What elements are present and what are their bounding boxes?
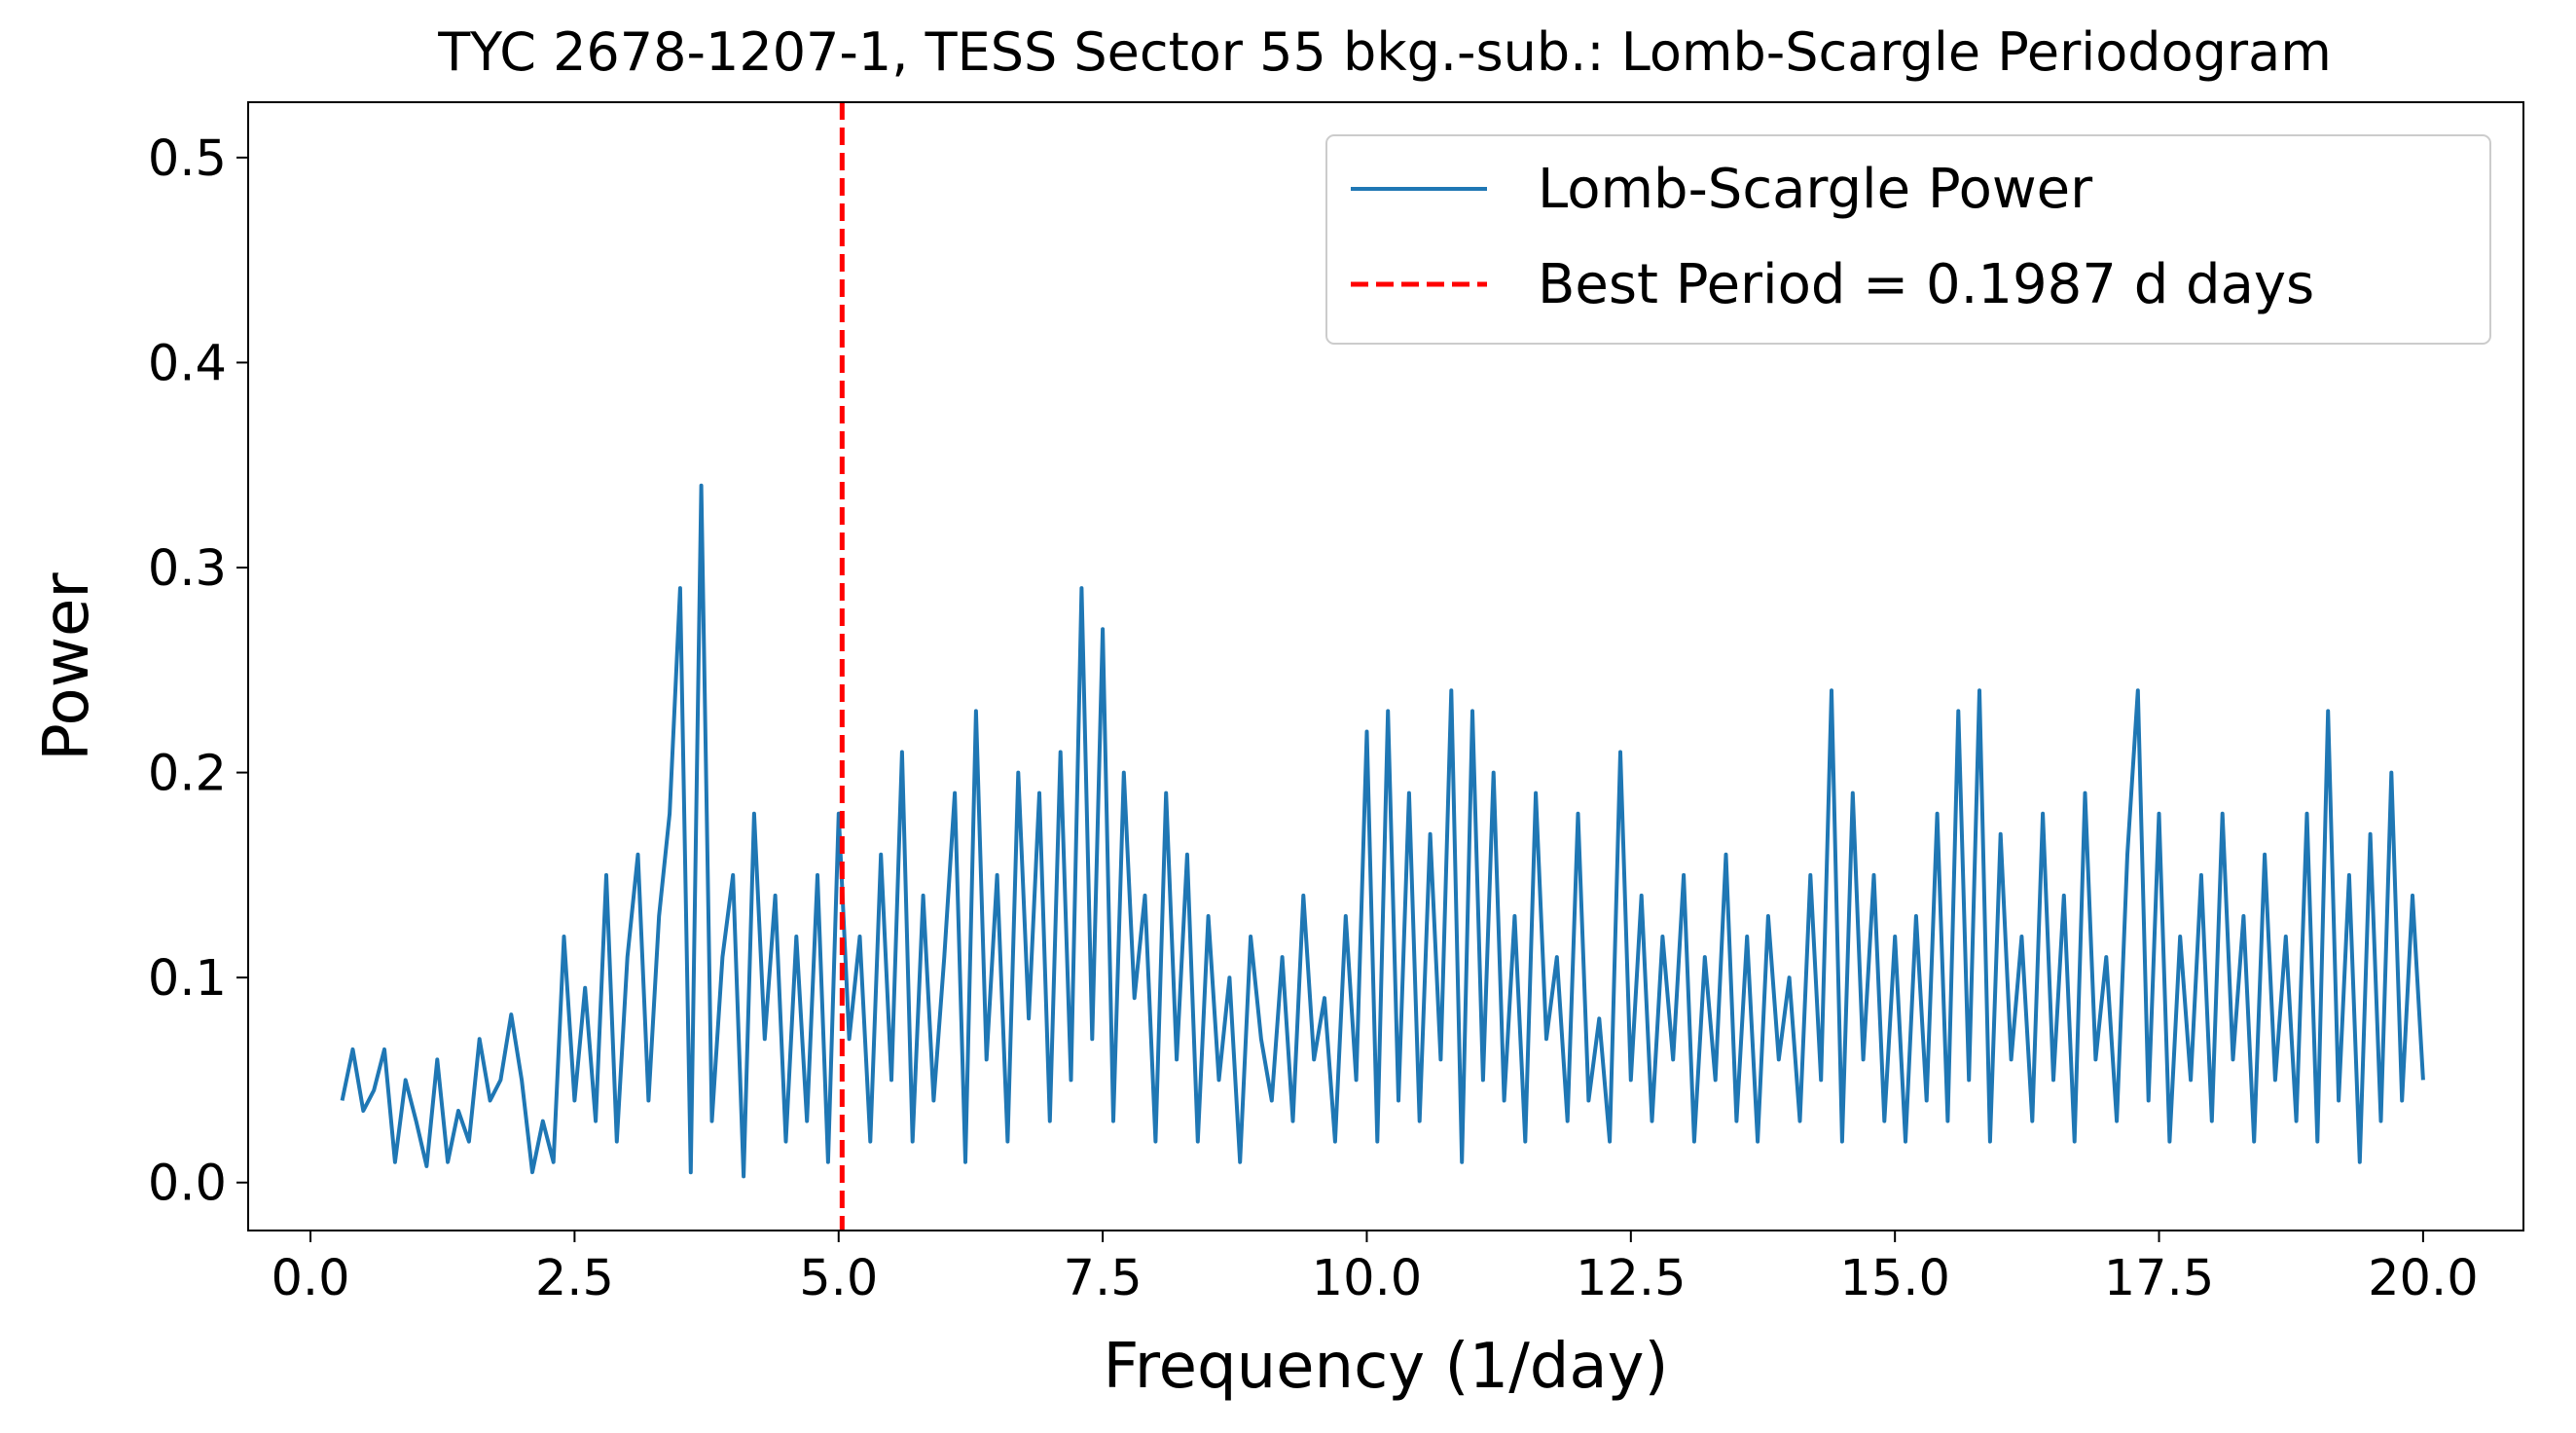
x-tick-label: 2.5 xyxy=(535,1250,614,1307)
x-tick-label: 20.0 xyxy=(2368,1250,2479,1307)
x-tick-label: 5.0 xyxy=(799,1250,878,1307)
y-tick-label: 0.1 xyxy=(148,950,227,1008)
x-tick-label: 10.0 xyxy=(1312,1250,1423,1307)
x-axis-label: Frequency (1/day) xyxy=(1104,1331,1669,1403)
x-tick-label: 7.5 xyxy=(1064,1250,1143,1307)
power-line xyxy=(340,483,2425,1179)
x-tick-label: 0.0 xyxy=(271,1250,349,1307)
y-tick-label: 0.2 xyxy=(148,746,227,803)
plot-frame xyxy=(247,101,2524,1231)
y-tick-label: 0.4 xyxy=(148,335,227,392)
legend-label: Lomb-Scargle Power xyxy=(1538,158,2093,221)
y-tick-label: 0.5 xyxy=(148,130,227,188)
legend xyxy=(1325,134,2491,345)
y-tick-label: 0.0 xyxy=(148,1156,227,1213)
x-tick-label: 12.5 xyxy=(1576,1250,1687,1307)
legend-label: Best Period = 0.1987 d days xyxy=(1538,253,2314,316)
y-tick-label: 0.3 xyxy=(148,540,227,598)
chart-title: TYC 2678-1207-1, TESS Sector 55 bkg.-sub… xyxy=(437,21,2332,83)
x-tick-label: 15.0 xyxy=(1839,1250,1950,1307)
y-axis-label: Power xyxy=(31,572,103,761)
x-tick-label: 17.5 xyxy=(2104,1250,2215,1307)
